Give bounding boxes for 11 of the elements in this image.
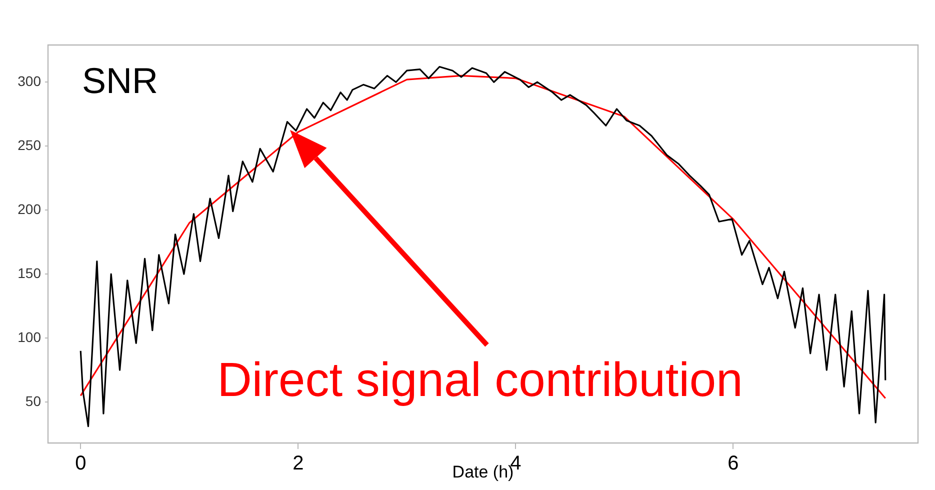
y-tick-label: 150 <box>18 264 42 281</box>
y-tick-label: 250 <box>18 136 42 153</box>
y-tick-label: 50 <box>25 392 42 409</box>
x-tick-label: 2 <box>292 452 304 475</box>
x-tick-label: 0 <box>75 452 86 475</box>
chart-title: SNR <box>82 60 158 101</box>
y-tick-label: 300 <box>18 72 42 89</box>
y-tick-label: 200 <box>18 200 42 217</box>
x-tick-label: 6 <box>728 452 739 475</box>
annotation: Direct signal contribution <box>217 354 743 408</box>
y-tick-label: 100 <box>18 328 42 345</box>
